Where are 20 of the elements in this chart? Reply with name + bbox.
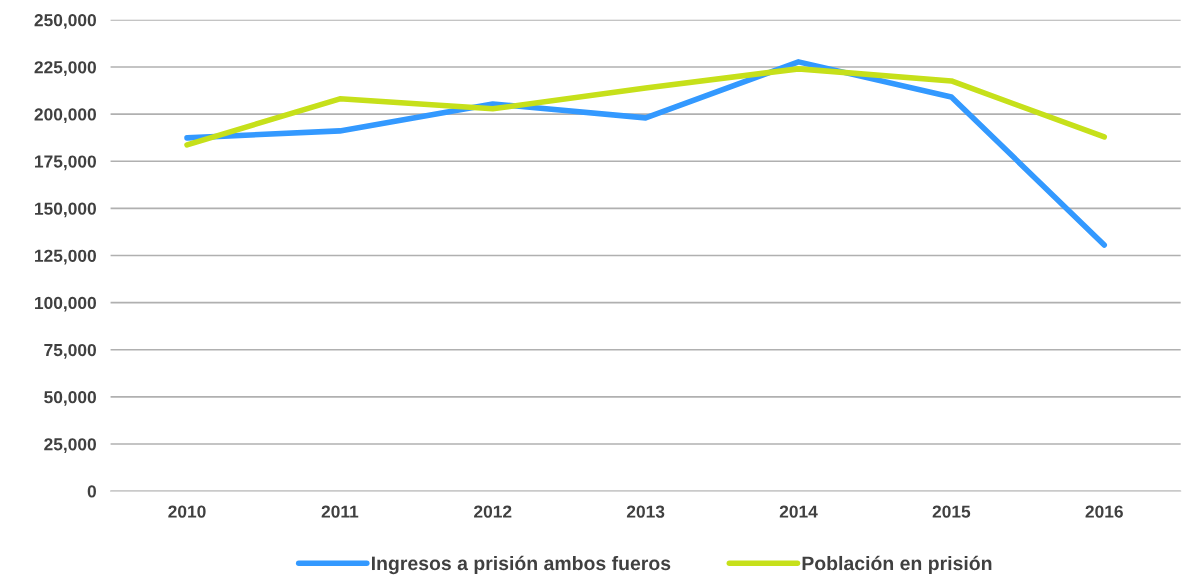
y-tick-label: 50,000: [44, 391, 96, 406]
y-tick-label: 75,000: [44, 343, 96, 359]
y-tick-label: 100,000: [35, 296, 96, 312]
y-tick-label: 25,000: [44, 438, 96, 453]
legend-label: Población en prisión: [802, 555, 992, 575]
x-tick-label: 2015: [932, 505, 971, 518]
x-tick-label: 2012: [474, 505, 512, 518]
x-tick-label: 2011: [321, 505, 359, 518]
x-tick-label: 2014: [779, 505, 818, 518]
y-tick-label: 175,000: [35, 155, 96, 171]
legend-label: Ingresos a prisión ambos fueros: [371, 555, 671, 575]
y-tick-label: 250,000: [34, 14, 96, 29]
y-tick-label: 125,000: [35, 249, 96, 265]
x-tick-label: 2016: [1085, 505, 1123, 518]
y-tick-label: 0: [87, 485, 96, 498]
y-tick-label: 200,000: [34, 108, 96, 124]
x-tick-label: 2013: [626, 505, 665, 518]
y-tick-label: 225,000: [34, 61, 96, 76]
x-tick-label: 2010: [168, 505, 206, 518]
y-tick-label: 150,000: [35, 202, 96, 218]
